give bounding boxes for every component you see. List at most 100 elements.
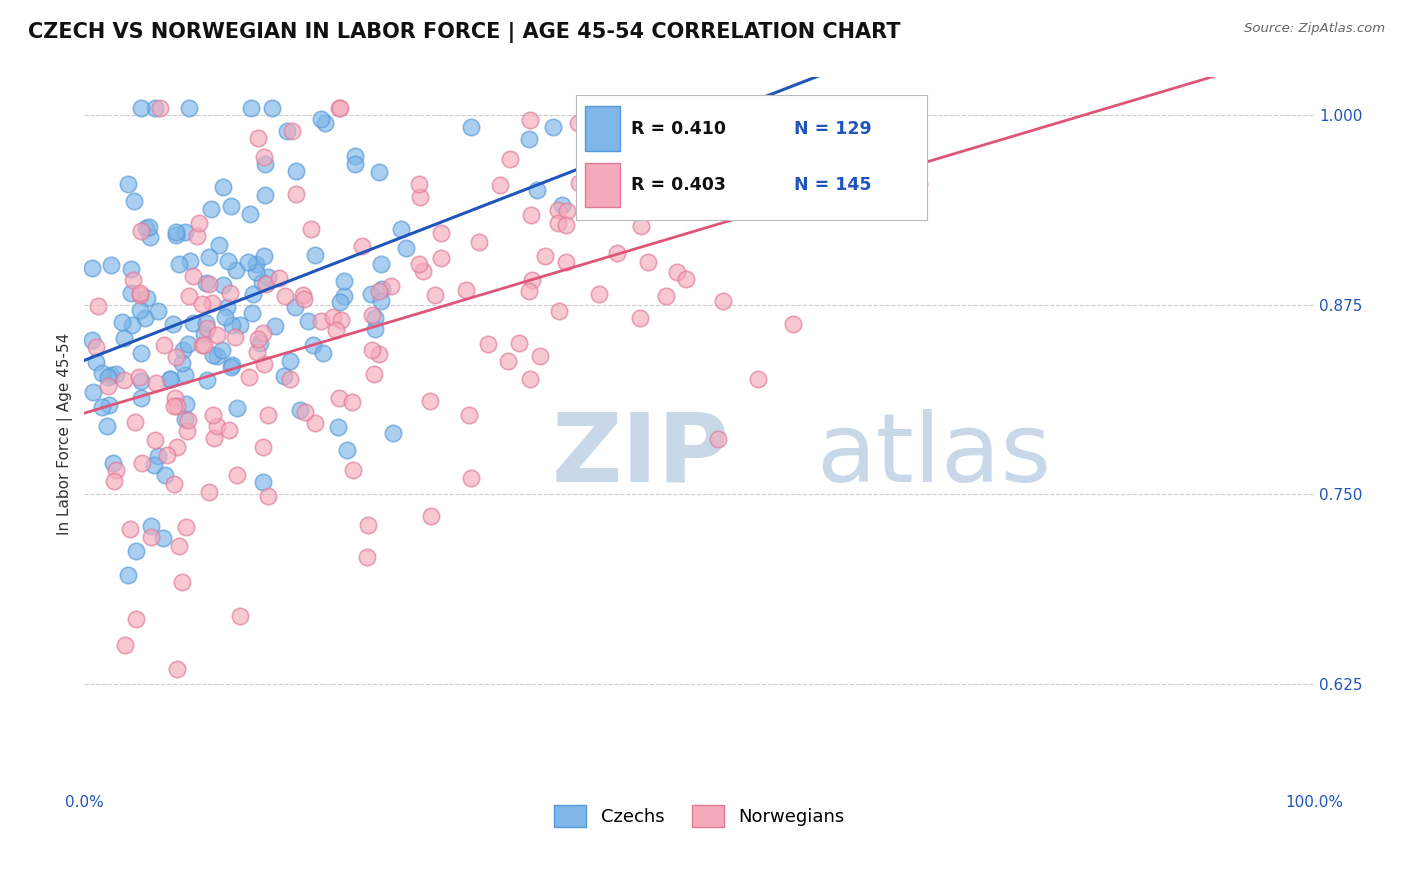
Point [329, 313, 352, 327]
Point [97, 379, 120, 393]
Point [217, 301, 239, 315]
Point [100, 259, 122, 273]
Point [129, 391, 152, 405]
Point [194, 316, 217, 330]
Point [240, 101, 263, 115]
Point [201, 348, 224, 362]
Point [193, 337, 215, 351]
Point [408, 178, 430, 192]
Point [742, 101, 765, 115]
Point [336, 443, 359, 458]
Point [361, 343, 384, 357]
Point [329, 101, 352, 115]
Point [256, 489, 278, 503]
Point [555, 255, 578, 269]
Point [169, 539, 191, 553]
Point [555, 219, 578, 233]
Point [181, 268, 204, 283]
Point [675, 101, 697, 115]
Point [361, 308, 384, 322]
Point [328, 101, 350, 115]
Point [165, 350, 187, 364]
Point [292, 288, 315, 302]
Point [217, 254, 239, 268]
Point [117, 568, 139, 582]
Point [145, 101, 167, 115]
Point [245, 265, 267, 279]
Point [517, 132, 540, 146]
Point [197, 277, 219, 291]
Point [208, 238, 231, 252]
Point [229, 318, 252, 332]
Point [254, 157, 277, 171]
Point [129, 288, 152, 302]
Point [214, 310, 236, 325]
Point [655, 289, 678, 303]
Point [212, 278, 235, 293]
Point [97, 370, 120, 384]
Point [707, 433, 730, 447]
Point [368, 165, 391, 179]
Point [534, 249, 557, 263]
Point [356, 549, 378, 564]
Point [370, 257, 392, 271]
Point [254, 277, 277, 291]
Point [142, 458, 165, 472]
Point [547, 216, 569, 230]
Text: ZIP: ZIP [551, 409, 730, 501]
Point [488, 178, 510, 192]
Point [253, 150, 276, 164]
Point [129, 224, 152, 238]
Text: CZECH VS NORWEGIAN IN LABOR FORCE | AGE 45-54 CORRELATION CHART: CZECH VS NORWEGIAN IN LABOR FORCE | AGE … [28, 22, 901, 44]
Point [425, 288, 447, 302]
Point [630, 219, 652, 234]
Point [188, 216, 211, 230]
Point [247, 332, 270, 346]
Point [675, 272, 697, 286]
Point [120, 262, 142, 277]
Point [105, 463, 128, 477]
Point [172, 356, 194, 370]
Point [253, 188, 276, 202]
Point [389, 222, 412, 236]
Point [529, 350, 551, 364]
Point [128, 370, 150, 384]
Point [139, 519, 162, 533]
Point [122, 194, 145, 209]
Point [477, 337, 499, 351]
Point [395, 241, 418, 255]
Point [344, 149, 367, 163]
Point [364, 310, 387, 325]
Point [526, 183, 548, 197]
Point [333, 289, 356, 303]
Point [711, 293, 734, 308]
Point [252, 475, 274, 489]
Point [238, 254, 260, 268]
Point [153, 338, 176, 352]
Point [124, 612, 146, 626]
Point [547, 203, 569, 218]
Point [172, 575, 194, 590]
Point [606, 245, 628, 260]
Point [908, 177, 931, 191]
Point [193, 326, 215, 341]
Point [225, 401, 247, 416]
Point [357, 517, 380, 532]
Point [162, 317, 184, 331]
Point [292, 292, 315, 306]
Point [96, 419, 118, 434]
Point [159, 372, 181, 386]
Point [429, 251, 451, 265]
Point [665, 265, 688, 279]
Point [165, 228, 187, 243]
Point [262, 101, 284, 115]
Point [159, 372, 181, 386]
Point [176, 424, 198, 438]
Point [179, 254, 201, 268]
Point [412, 264, 434, 278]
Point [280, 123, 302, 137]
Point [460, 120, 482, 134]
Point [174, 412, 197, 426]
Point [131, 346, 153, 360]
Point [264, 319, 287, 334]
